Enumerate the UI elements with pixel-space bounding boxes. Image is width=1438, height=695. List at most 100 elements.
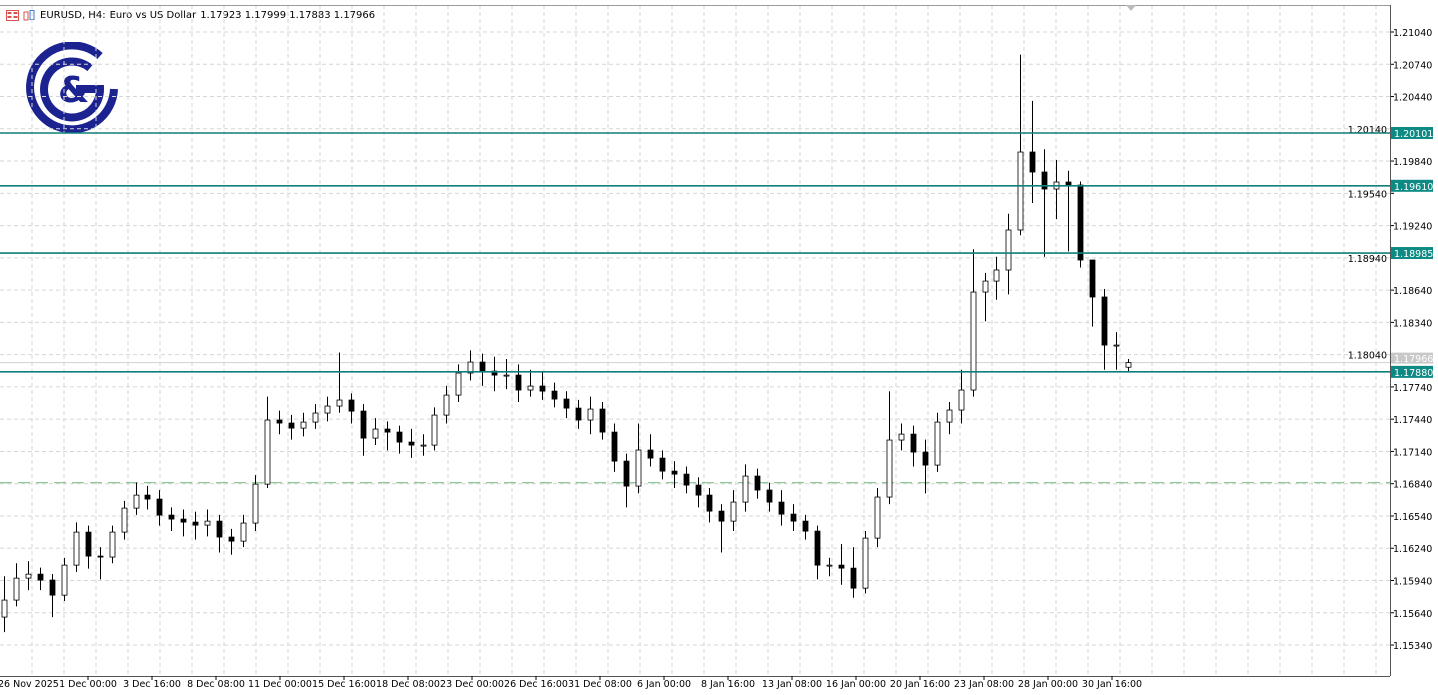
bearish-candle [814, 530, 821, 566]
bearish-candle [192, 521, 199, 526]
bullish-candle [312, 412, 319, 423]
bullish-candle [1113, 344, 1120, 347]
bearish-candle [288, 422, 295, 429]
bearish-candle [168, 514, 175, 520]
bullish-candle [13, 577, 20, 601]
y-tick-label: 1.15640 [1393, 609, 1432, 620]
x-tick-label: 26 Nov 2025 [0, 679, 59, 690]
x-tick-label: 26 Dec 16:00 [504, 679, 568, 690]
bearish-candle [180, 518, 187, 523]
x-tick-label: 23 Dec 00:00 [440, 679, 504, 690]
level-price-label: 1.18985 [1394, 249, 1433, 260]
level-price-tag [1391, 126, 1433, 139]
company-logo: & [26, 42, 118, 134]
bearish-candle [228, 536, 235, 542]
bullish-candle [982, 280, 989, 293]
bearish-candle [37, 573, 44, 581]
symbol-description: Euro vs US Dollar [109, 10, 197, 21]
bullish-candle [993, 269, 1000, 282]
y-tick-label: 1.19540 [1348, 189, 1387, 200]
level-price-tag [1391, 247, 1433, 260]
bearish-candle [1029, 151, 1036, 173]
bearish-candle [683, 473, 690, 486]
symbol-timeframe: EURUSD, H4: [40, 10, 106, 21]
bearish-candle [778, 501, 785, 515]
bullish-candle [204, 520, 211, 526]
bullish-candle [874, 496, 881, 539]
bearish-candle [766, 489, 773, 503]
x-tick-label: 15 Dec 16:00 [312, 679, 376, 690]
bullish-candle [898, 433, 905, 441]
svg-text:&: & [58, 70, 89, 111]
bullish-candle [970, 291, 977, 391]
y-tick-label: 1.21040 [1393, 28, 1432, 39]
chart-header: EURUSD, H4: Euro vs US Dollar 1.17923 1.… [6, 10, 375, 21]
bullish-candle [121, 507, 128, 533]
y-tick-label: 1.16240 [1393, 544, 1432, 555]
bullish-candle [742, 475, 749, 503]
x-tick-label: 31 Dec 08:00 [568, 679, 632, 690]
x-tick-label: 23 Jan 08:00 [954, 679, 1014, 690]
bullish-candle [133, 494, 140, 509]
bearish-candle [551, 390, 558, 400]
bearish-candle [563, 398, 570, 409]
y-tick-label: 1.18040 [1348, 351, 1387, 362]
y-tick-label: 1.16540 [1393, 512, 1432, 523]
bullish-candle [527, 385, 534, 391]
bearish-candle [695, 484, 702, 496]
x-tick-label: 6 Jan 00:00 [637, 679, 691, 690]
bullish-candle [467, 361, 474, 374]
window-tile-icon[interactable] [6, 10, 19, 21]
y-tick-label: 1.20140 [1348, 125, 1387, 136]
bullish-candle [372, 428, 379, 439]
y-tick-label: 1.19240 [1393, 222, 1432, 233]
bearish-candle [718, 510, 725, 522]
x-tick-label: 13 Jan 08:00 [762, 679, 822, 690]
bullish-candle [336, 399, 343, 407]
bearish-candle [49, 579, 56, 596]
bearish-candle [156, 498, 163, 516]
bullish-candle [886, 439, 893, 498]
bearish-candle [85, 531, 92, 557]
current-price-label: 1.17966 [1394, 354, 1433, 365]
bearish-candle [575, 407, 582, 421]
level-price-label: 1.17880 [1394, 368, 1433, 379]
x-tick-label: 16 Jan 00:00 [826, 679, 886, 690]
bullish-candle [61, 564, 68, 596]
bullish-candle [958, 389, 965, 411]
bearish-candle [1077, 184, 1084, 261]
bearish-candle [910, 433, 917, 453]
x-tick-label: 8 Dec 08:00 [187, 679, 245, 690]
bearish-candle [1101, 296, 1108, 346]
bearish-candle [348, 399, 355, 412]
bullish-candle [252, 483, 259, 524]
bearish-candle [276, 419, 283, 424]
bearish-candle [706, 494, 713, 512]
current-price-tag [1391, 352, 1433, 364]
bearish-candle [1089, 259, 1096, 298]
bullish-candle [503, 374, 510, 377]
y-tick-label: 1.16840 [1393, 480, 1432, 491]
bearish-candle [384, 428, 391, 433]
x-tick-label: 28 Jan 00:00 [1018, 679, 1078, 690]
x-tick-label: 30 Jan 16:00 [1082, 679, 1142, 690]
bullish-candle [862, 537, 869, 589]
y-tick-label: 1.20740 [1393, 60, 1432, 71]
bullish-candle [240, 522, 247, 542]
y-tick-label: 1.15340 [1393, 641, 1432, 652]
bearish-candle [850, 567, 857, 589]
bearish-candle [1065, 181, 1072, 186]
bullish-candle [587, 408, 594, 421]
bearish-candle [802, 520, 809, 532]
y-tick-label: 1.17140 [1393, 447, 1432, 458]
bullish-candle [730, 501, 737, 522]
bullish-candle [324, 405, 331, 414]
bearish-candle [515, 374, 522, 391]
x-tick-label: 18 Dec 08:00 [376, 679, 440, 690]
bearish-candle [479, 361, 486, 372]
y-tick-label: 1.17440 [1393, 415, 1432, 426]
bullish-candle [946, 409, 953, 423]
level-price-tag [1391, 179, 1433, 192]
bearish-candle [539, 385, 546, 392]
